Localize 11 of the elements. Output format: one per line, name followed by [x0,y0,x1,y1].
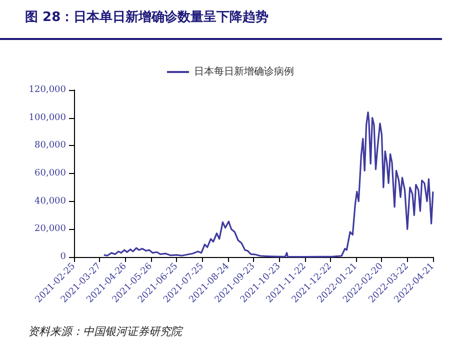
y-tick-label: 20,000 [34,224,66,234]
y-tick-label: 100,000 [28,112,66,123]
text: 资料来源：中国银河证券研究院 [28,325,184,338]
line-series [103,111,434,258]
y-tick-label: 120,000 [28,85,66,95]
chart-title: 图 28：日本单日新增确诊数量呈下降趋势 [25,9,269,25]
y-tick-label: 60,000 [34,168,66,178]
y-tick-label: 80,000 [34,140,66,151]
legend-label: 日本每日新增确诊病例 [194,66,294,78]
y-tick-label: 0 [60,252,66,262]
y-tick-label: 40,000 [34,196,66,206]
